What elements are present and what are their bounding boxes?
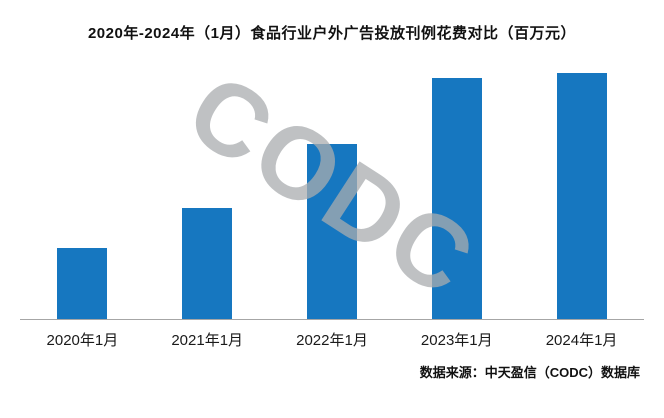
bar-2020年1月 xyxy=(57,248,108,319)
bar-column xyxy=(20,47,145,319)
x-axis-labels: 2020年1月 2021年1月 2022年1月 2023年1月 2024年1月 xyxy=(20,320,644,350)
x-axis-label: 2024年1月 xyxy=(545,332,618,349)
bar-2021年1月 xyxy=(182,208,233,319)
bar-column xyxy=(145,47,270,319)
x-axis-label: 2020年1月 xyxy=(46,332,119,349)
chart-title: 2020年-2024年（1月）食品行业户外广告投放刊例花费对比（百万元） xyxy=(87,25,577,42)
bar-2023年1月 xyxy=(431,78,482,319)
data-source-note: 数据来源：中天盈信（CODC）数据库 xyxy=(419,365,640,380)
bar-column xyxy=(519,47,644,319)
x-axis-label: 2021年1月 xyxy=(171,332,244,349)
x-axis-label: 2023年1月 xyxy=(420,332,493,349)
plot-area xyxy=(20,47,644,320)
x-axis-label: 2022年1月 xyxy=(296,332,368,349)
bar-chart: CODC 2020年1月 2021年1月 2022年1月 2023年1月 2024年1月 xyxy=(20,47,644,350)
bar-2024年1月 xyxy=(556,73,607,319)
bar-column xyxy=(394,47,519,319)
bar-column xyxy=(270,47,395,319)
bar-2022年1月 xyxy=(306,144,357,319)
